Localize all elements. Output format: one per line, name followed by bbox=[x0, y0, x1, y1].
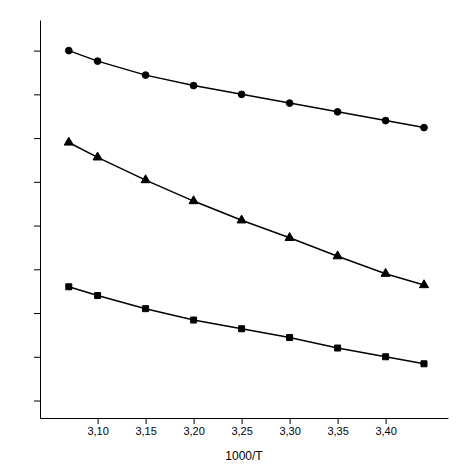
tick bbox=[34, 401, 40, 402]
tick-label: 3,20 bbox=[183, 425, 204, 437]
tick bbox=[34, 226, 40, 227]
tick-label: 3,25 bbox=[231, 425, 252, 437]
tick-mark bbox=[194, 418, 195, 424]
series-line bbox=[69, 287, 424, 364]
tick-mark bbox=[34, 226, 40, 227]
marker bbox=[419, 280, 428, 288]
marker bbox=[190, 82, 197, 89]
tick bbox=[34, 51, 40, 52]
marker bbox=[239, 326, 245, 332]
marker bbox=[191, 317, 197, 323]
marker bbox=[285, 233, 294, 241]
tick: 3,35 bbox=[327, 418, 348, 437]
marker bbox=[189, 196, 198, 204]
x-axis-label: 1000/T bbox=[225, 449, 263, 463]
tick-mark bbox=[34, 94, 40, 95]
tick: 3,25 bbox=[231, 418, 252, 437]
marker bbox=[94, 58, 101, 65]
tick: 3,30 bbox=[279, 418, 300, 437]
tick-mark bbox=[34, 313, 40, 314]
y-axis bbox=[34, 21, 41, 419]
tick-mark bbox=[98, 418, 99, 424]
marker bbox=[237, 215, 246, 223]
marker bbox=[143, 306, 149, 312]
marker bbox=[141, 175, 150, 183]
series-line bbox=[69, 51, 424, 128]
marker bbox=[287, 335, 293, 341]
tick-label: 3,40 bbox=[375, 425, 396, 437]
marker bbox=[383, 354, 389, 360]
marker bbox=[286, 100, 293, 107]
marker bbox=[421, 124, 428, 131]
tick: 3,20 bbox=[183, 418, 204, 437]
chart-container: 3,10 3,15 3,20 3,25 3,30 3,35 3,40 1000/T bbox=[0, 0, 474, 474]
tick bbox=[34, 269, 40, 270]
tick-label: 3,30 bbox=[279, 425, 300, 437]
tick-mark bbox=[290, 418, 291, 424]
tick bbox=[34, 182, 40, 183]
tick bbox=[34, 357, 40, 358]
marker bbox=[142, 72, 149, 79]
tick-label: 3,10 bbox=[87, 425, 108, 437]
tick bbox=[34, 138, 40, 139]
marker bbox=[64, 137, 73, 145]
tick: 3,10 bbox=[87, 418, 108, 437]
series-line bbox=[69, 142, 424, 285]
tick-mark bbox=[146, 418, 147, 424]
marker bbox=[238, 91, 245, 98]
marker bbox=[93, 152, 102, 160]
tick-mark bbox=[338, 418, 339, 424]
tick-mark bbox=[34, 357, 40, 358]
tick: 3,40 bbox=[375, 418, 396, 437]
marker bbox=[421, 361, 427, 367]
tick-label: 3,35 bbox=[327, 425, 348, 437]
tick-mark bbox=[34, 401, 40, 402]
tick bbox=[34, 94, 40, 95]
marker bbox=[66, 284, 72, 290]
marker bbox=[95, 293, 101, 299]
marker bbox=[333, 251, 342, 259]
tick-mark bbox=[34, 51, 40, 52]
tick-mark bbox=[34, 182, 40, 183]
tick-label: 3,15 bbox=[135, 425, 156, 437]
chart-svg: 3,10 3,15 3,20 3,25 3,30 3,35 3,40 1000/T bbox=[0, 0, 474, 474]
marker bbox=[335, 345, 341, 351]
tick bbox=[34, 313, 40, 314]
marker bbox=[334, 108, 341, 115]
marker bbox=[382, 117, 389, 124]
x-axis: 3,10 3,15 3,20 3,25 3,30 3,35 3,40 bbox=[41, 418, 449, 437]
axis-line bbox=[40, 21, 41, 419]
marker bbox=[381, 268, 390, 276]
tick: 3,15 bbox=[135, 418, 156, 437]
plot-area bbox=[64, 47, 428, 367]
tick-mark bbox=[386, 418, 387, 424]
tick-mark bbox=[34, 138, 40, 139]
axis-line bbox=[41, 418, 449, 419]
tick-mark bbox=[242, 418, 243, 424]
tick-mark bbox=[34, 269, 40, 270]
marker bbox=[65, 47, 72, 54]
